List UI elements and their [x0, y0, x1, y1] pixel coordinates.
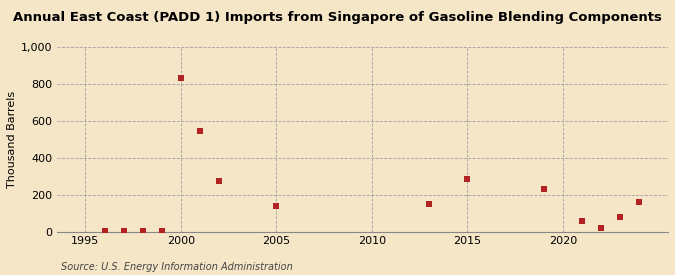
Y-axis label: Thousand Barrels: Thousand Barrels: [7, 91, 17, 188]
Point: [99, 229, 110, 233]
Point: [424, 202, 435, 206]
Point: [271, 204, 282, 208]
Point: [576, 219, 587, 223]
Point: [194, 129, 205, 133]
Point: [615, 215, 626, 219]
Point: [157, 229, 167, 233]
Point: [634, 200, 645, 204]
Point: [137, 229, 148, 233]
Point: [462, 177, 473, 181]
Text: Source: U.S. Energy Information Administration: Source: U.S. Energy Information Administ…: [61, 262, 292, 272]
Point: [214, 179, 225, 183]
Point: [118, 229, 129, 233]
Point: [596, 226, 607, 230]
Point: [176, 76, 186, 80]
Text: Annual East Coast (PADD 1) Imports from Singapore of Gasoline Blending Component: Annual East Coast (PADD 1) Imports from …: [13, 11, 662, 24]
Point: [539, 187, 549, 191]
